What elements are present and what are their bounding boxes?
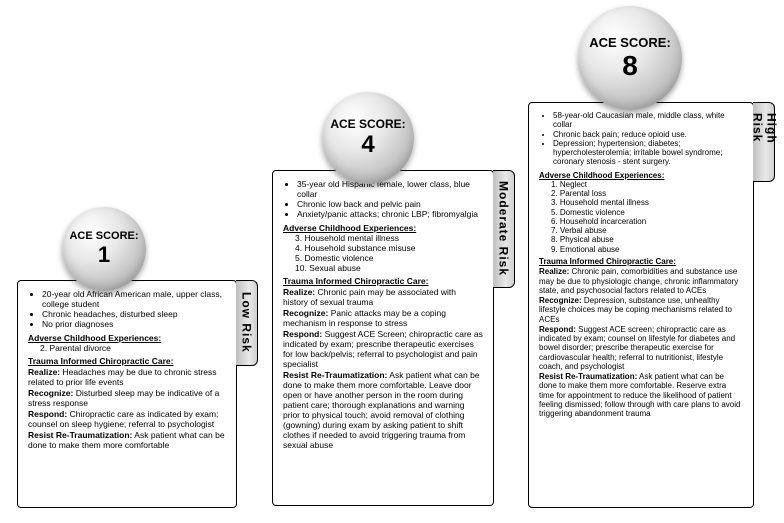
card-high-bullet: 58-year-old Caucasian male, middle class…	[553, 111, 743, 130]
card-mod-bullet: Chronic low back and pelvic pain	[297, 199, 483, 209]
card-mod-bullet: Anxiety/panic attacks; chronic LBP; fibr…	[297, 209, 483, 219]
card-low-ace-list: 2. Parental divorce	[28, 343, 226, 353]
card-mod-tic-item: Realize: Chronic pain may be associated …	[283, 287, 483, 307]
card-low-ace-item: 2. Parental divorce	[40, 343, 226, 353]
card-low-tic-item: Resist Re-Traumatization: Ask patient wh…	[28, 430, 226, 450]
score-ball-low: ACE SCORE: 1	[62, 207, 146, 291]
card-mod-ace-item: 4. Household substance misuse	[295, 243, 483, 253]
score-ball-moderate: ACE SCORE: 4	[322, 92, 414, 184]
score-ball-low-label: ACE SCORE:	[69, 230, 138, 242]
score-ball-high: ACE SCORE: 8	[578, 6, 682, 110]
card-high-ace-item: 3. Household mental illness	[551, 198, 743, 207]
card-low-tic-heading: Trauma Informed Chiropractic Care:	[28, 356, 226, 366]
risk-tab-low: Low Risk	[236, 280, 258, 366]
risk-tab-low-label: Low Risk	[239, 282, 253, 363]
score-ball-mod-label: ACE SCORE:	[330, 117, 405, 131]
card-mod-tic-item: Respond: Suggest ACE Screen; chiropracti…	[283, 329, 483, 369]
risk-tab-high-label: High Risk	[750, 103, 778, 181]
card-high-bullet: Chronic back pain; reduce opioid use.	[553, 130, 743, 139]
card-mod-ace-heading: Adverse Childhood Experiences:	[283, 223, 483, 233]
card-high-content: 58-year-old Caucasian male, middle class…	[529, 103, 753, 429]
card-low-risk: Low Risk 20-year old African American ma…	[17, 280, 237, 508]
diagram-stage: Low Risk 20-year old African American ma…	[0, 0, 784, 523]
card-mod-tic-item: Recognize: Panic attacks may be a coping…	[283, 308, 483, 328]
card-high-ace-list: 1. Neglect 2. Parental loss 3. Household…	[539, 180, 743, 254]
card-low-tic-item: Respond: Chiropractic care as indicated …	[28, 409, 226, 429]
card-high-bullets: 58-year-old Caucasian male, middle class…	[539, 111, 743, 167]
card-mod-bullets: 35-year old Hispanic female, lower class…	[283, 179, 483, 219]
card-high-ace-item: 9. Emotional abuse	[551, 245, 743, 254]
card-high-ace-item: 7. Verbal abuse	[551, 226, 743, 235]
card-high-ace-item: 6. Household incarceration	[551, 217, 743, 226]
card-high-ace-item: 1. Neglect	[551, 180, 743, 189]
card-high-tic-item: Recognize: Depression, substance use, un…	[539, 296, 743, 324]
card-low-content: 20-year old African American male, upper…	[18, 281, 236, 460]
card-moderate-risk: Moderate Risk 35-year old Hispanic femal…	[272, 170, 494, 506]
card-mod-ace-item: 10. Sexual abuse	[295, 263, 483, 273]
risk-tab-high: High Risk	[753, 102, 775, 182]
risk-tab-moderate-label: Moderate Risk	[496, 171, 510, 286]
card-high-bullet: Depression; hypertension; diabetes; hype…	[553, 139, 743, 167]
card-high-ace-item: 2. Parental loss	[551, 189, 743, 198]
card-low-ace-heading: Adverse Childhood Experiences:	[28, 333, 226, 343]
card-low-tic-item: Recognize: Disturbed sleep may be indica…	[28, 388, 226, 408]
card-high-ace-item: 8. Physical abuse	[551, 235, 743, 244]
card-low-bullet: Chronic headaches, disturbed sleep	[42, 309, 226, 319]
card-high-tic-heading: Trauma Informed Chiropractic Care:	[539, 257, 743, 266]
card-high-risk: High Risk 58-year-old Caucasian male, mi…	[528, 102, 754, 508]
card-mod-ace-item: 5. Domestic violence	[295, 253, 483, 263]
card-high-ace-heading: Adverse Childhood Experiences:	[539, 171, 743, 180]
score-ball-mod-value: 4	[361, 131, 374, 159]
risk-tab-moderate: Moderate Risk	[493, 170, 515, 288]
card-high-tic-item: Realize: Chronic pain, comorbidities and…	[539, 267, 743, 295]
card-mod-tic-item: Resist Re-Traumatization: Ask patient wh…	[283, 370, 483, 450]
card-mod-tic-heading: Trauma Informed Chiropractic Care:	[283, 276, 483, 286]
card-high-ace-item: 5. Domestic violence	[551, 208, 743, 217]
card-low-bullet: 20-year old African American male, upper…	[42, 289, 226, 309]
card-low-tic-item: Realize: Headaches may be due to chronic…	[28, 367, 226, 387]
card-mod-content: 35-year old Hispanic female, lower class…	[273, 171, 493, 460]
card-high-tic-item: Respond: Suggest ACE screen; chiropracti…	[539, 325, 743, 371]
card-low-bullets: 20-year old African American male, upper…	[28, 289, 226, 329]
card-mod-bullet: 35-year old Hispanic female, lower class…	[297, 179, 483, 199]
score-ball-high-label: ACE SCORE:	[589, 35, 671, 50]
card-high-tic-item: Resist Re-Traumatization: Ask patient wh…	[539, 372, 743, 418]
card-mod-ace-item: 3. Household mental illness	[295, 233, 483, 243]
score-ball-low-value: 1	[98, 242, 110, 268]
score-ball-high-value: 8	[622, 50, 638, 82]
card-low-bullet: No prior diagnoses	[42, 319, 226, 329]
card-mod-ace-list: 3. Household mental illness 4. Household…	[283, 233, 483, 273]
